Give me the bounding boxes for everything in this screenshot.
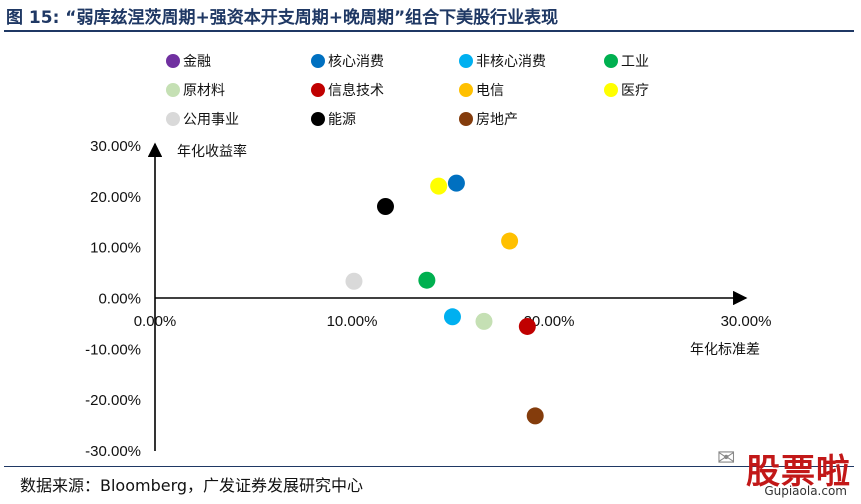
source-note: 数据来源：Bloomberg，广发证券发展研究中心 xyxy=(20,476,364,495)
y-tick-label: 20.00% xyxy=(90,189,141,206)
legend-label: 房地产 xyxy=(476,112,518,128)
x-tick-label: 20.00% xyxy=(524,313,575,330)
data-point xyxy=(518,317,536,335)
legend-label: 核心消费 xyxy=(328,54,384,70)
watermark-text: 股票啦 xyxy=(746,452,851,492)
legend-marker xyxy=(166,54,180,68)
legend-marker xyxy=(604,54,618,68)
legend-label: 工业 xyxy=(621,54,649,70)
legend-label: 金融 xyxy=(183,54,211,70)
y-tick-label: 30.00% xyxy=(90,138,141,155)
x-tick-label: 30.00% xyxy=(721,313,772,330)
legend-label: 能源 xyxy=(328,112,356,128)
watermark-url: Gupiaola.com xyxy=(764,484,847,498)
source-divider xyxy=(4,466,854,467)
data-point xyxy=(376,197,394,215)
legend-marker xyxy=(459,112,473,126)
y-axis-label: 年化收益率 xyxy=(177,143,247,160)
legend-marker xyxy=(459,83,473,97)
data-point xyxy=(501,232,519,250)
data-point xyxy=(430,177,448,195)
legend-label: 信息技术 xyxy=(328,82,384,99)
legend-marker xyxy=(166,83,180,97)
data-point xyxy=(345,272,363,290)
legend-label: 公用事业 xyxy=(183,112,239,128)
x-tick-label: 0.00% xyxy=(134,313,177,330)
y-tick-label: -30.00% xyxy=(85,443,141,460)
wechat-icon: ✉ xyxy=(717,446,736,471)
legend-marker xyxy=(311,54,325,68)
watermark: ✉ 股票啦 Gupiaola.com xyxy=(711,444,851,502)
legend-label: 非核心消费 xyxy=(476,54,546,70)
data-point xyxy=(418,271,436,289)
legend-marker xyxy=(311,112,325,126)
legend-label: 医疗 xyxy=(621,83,649,99)
title-divider xyxy=(4,30,854,32)
y-tick-label: 10.00% xyxy=(90,240,141,257)
legend-label: 电信 xyxy=(476,83,504,99)
data-point xyxy=(475,312,493,330)
legend-marker xyxy=(459,54,473,68)
y-tick-label: 0.00% xyxy=(98,291,141,308)
legend-marker xyxy=(311,83,325,97)
x-tick-label: 10.00% xyxy=(327,313,378,330)
data-point xyxy=(447,174,465,192)
figure-title: 图 15: “弱库兹涅茨周期+强资本开支周期+晚周期”组合下美股行业表现 xyxy=(6,8,559,28)
legend-label: 原材料 xyxy=(183,83,225,99)
data-points xyxy=(345,174,544,425)
x-axis-label: 年化标准差 xyxy=(690,342,760,358)
y-tick-label: -10.00% xyxy=(85,341,141,358)
legend-marker xyxy=(166,112,180,126)
data-point xyxy=(526,407,544,425)
data-point xyxy=(443,308,461,326)
y-tick-label: -20.00% xyxy=(85,392,141,409)
legend-marker xyxy=(604,83,618,97)
axis-ticks: 30.00% 20.00% 10.00% 0.00% -10.00% -20.00% -30… xyxy=(85,138,771,460)
